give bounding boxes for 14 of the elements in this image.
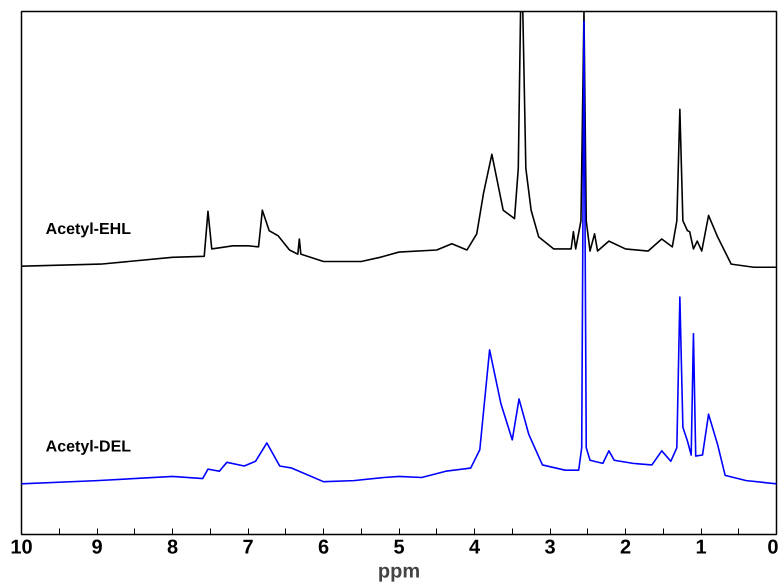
- x-tick-label: 10: [10, 536, 33, 558]
- x-axis-title: ppm: [378, 560, 420, 582]
- x-tick-label: 0: [767, 536, 778, 558]
- x-tick-label: 1: [695, 536, 707, 558]
- x-tick-label: 2: [620, 536, 632, 558]
- x-tick-label: 4: [468, 536, 481, 558]
- x-tick-label: 8: [166, 536, 178, 558]
- x-tick-label: 5: [393, 536, 405, 558]
- x-tick-label: 3: [544, 536, 556, 558]
- x-tick-label: 7: [242, 536, 254, 558]
- series-label: Acetyl-EHL: [46, 221, 132, 238]
- series-label: Acetyl-DEL: [46, 438, 132, 456]
- x-tick-label: 9: [91, 536, 103, 558]
- x-tick-label: 6: [318, 536, 330, 558]
